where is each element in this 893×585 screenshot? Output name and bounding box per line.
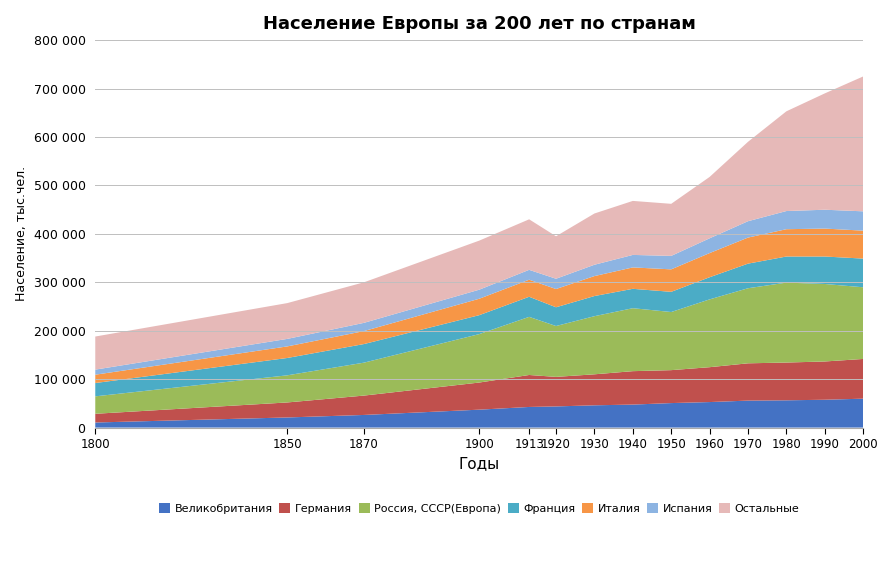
X-axis label: Годы: Годы (459, 456, 500, 472)
Y-axis label: Население, тыс.чел.: Население, тыс.чел. (15, 166, 28, 301)
Title: Население Европы за 200 лет по странам: Население Европы за 200 лет по странам (263, 15, 696, 33)
Legend: Великобритания, Германия, Россия, СССР(Европа), Франция, Италия, Испания, Осталь: Великобритания, Германия, Россия, СССР(Е… (154, 499, 804, 518)
